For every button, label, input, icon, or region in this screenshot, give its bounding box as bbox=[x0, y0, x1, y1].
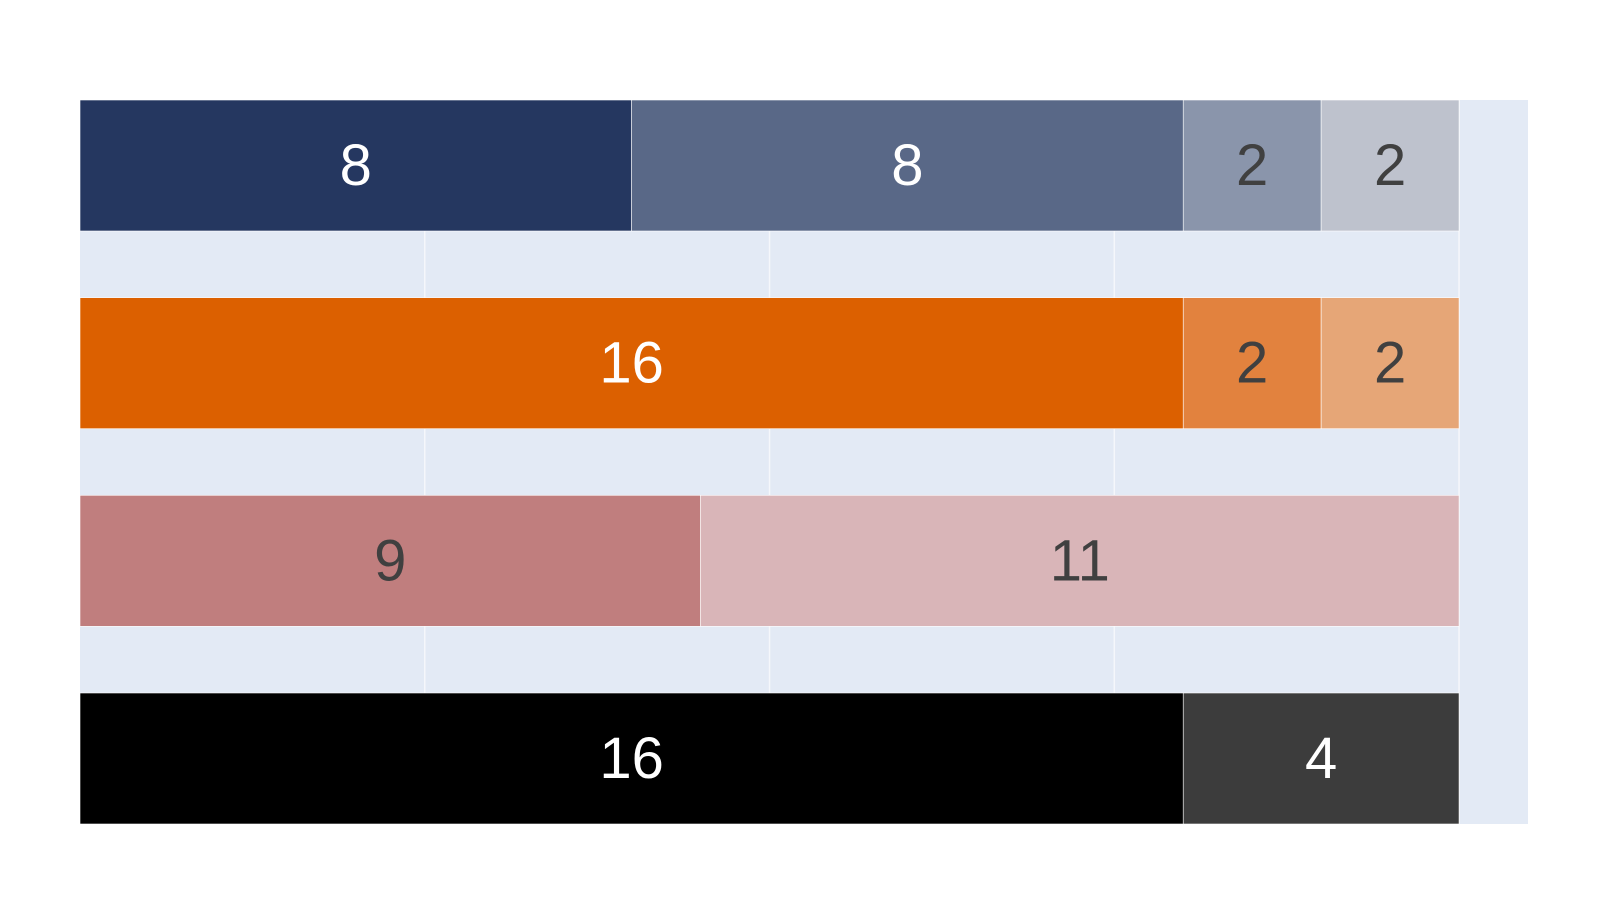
bar-value-label: 4 bbox=[1305, 726, 1337, 791]
bar-segment bbox=[1182, 692, 1460, 825]
bar-value-label: 2 bbox=[1374, 133, 1406, 198]
bar-segment bbox=[79, 495, 701, 627]
bar-segment bbox=[1182, 99, 1322, 232]
bar-segment bbox=[700, 495, 1460, 627]
bar-segment bbox=[1182, 297, 1322, 429]
bar-value-label: 8 bbox=[891, 133, 923, 198]
bar-segment bbox=[1320, 99, 1460, 232]
bar-value-label: 11 bbox=[1050, 528, 1110, 593]
bar-segment bbox=[79, 692, 1184, 825]
bar-value-label: 2 bbox=[1236, 331, 1268, 396]
bar-segment bbox=[79, 99, 632, 232]
bar-value-label: 2 bbox=[1374, 331, 1406, 396]
bar-value-label: 2 bbox=[1236, 133, 1268, 198]
bar-value-label: 8 bbox=[340, 133, 372, 198]
bar-value-label: 9 bbox=[374, 528, 406, 593]
bar-value-label: 16 bbox=[599, 726, 664, 791]
bar-segment bbox=[79, 297, 1184, 429]
bar-segment bbox=[1320, 297, 1460, 429]
bar-value-label: 16 bbox=[599, 331, 664, 396]
bar-segment bbox=[631, 99, 1184, 232]
